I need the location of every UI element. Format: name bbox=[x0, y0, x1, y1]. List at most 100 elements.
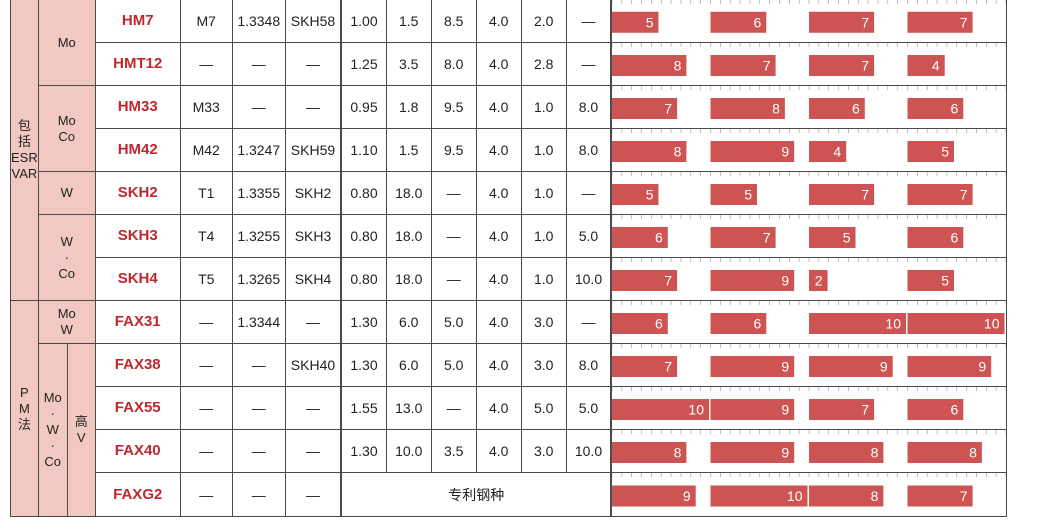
bar-group: 9 10 8 7 bbox=[613, 473, 997, 507]
rating-bar bbox=[710, 227, 776, 248]
group-label-line: Mo bbox=[43, 390, 62, 405]
rating-bar bbox=[809, 270, 828, 291]
rating-bar bbox=[710, 399, 795, 420]
aisi-equivalent: — bbox=[179, 42, 233, 86]
aisi-equivalent: — bbox=[179, 472, 233, 517]
composition-cr: 4.0 bbox=[475, 0, 522, 43]
jis-equivalent: — bbox=[284, 85, 342, 129]
subgroup-mo-co: Mo Co bbox=[37, 85, 96, 172]
group-label-line: P bbox=[20, 384, 29, 400]
rating-bar bbox=[613, 227, 669, 248]
group-melt: 包括 ESR VAR bbox=[10, 0, 39, 301]
group-label-line: · bbox=[64, 249, 69, 265]
rating-value: 6 bbox=[951, 230, 959, 246]
rating-bar bbox=[907, 485, 973, 507]
rating-value: 4 bbox=[932, 58, 940, 74]
rating-bar bbox=[809, 485, 884, 507]
table-row: W SKH2 T1 1.3355 SKH2 0.80 18.0—4.0 1.0—5 5 7 7 bbox=[11, 171, 1007, 215]
rating-bar bbox=[907, 11, 973, 33]
rating-bars: 6 6 10 10 bbox=[610, 300, 1007, 344]
rating-value: 9 bbox=[782, 273, 790, 289]
bar-group: 5 6 7 7 bbox=[613, 0, 997, 33]
bar-group: 7 8 6 6 bbox=[613, 86, 997, 119]
rating-value: 8 bbox=[969, 445, 977, 461]
composition-c: 1.10 bbox=[340, 128, 387, 172]
rating-value: 8 bbox=[772, 101, 780, 117]
group-label: Mo Co bbox=[58, 113, 76, 145]
composition-v: 1.0 bbox=[520, 257, 567, 301]
composition-co: — bbox=[565, 171, 612, 215]
rating-value: 6 bbox=[655, 230, 663, 246]
rating-bar bbox=[907, 227, 964, 248]
grade-name: FAX38 bbox=[94, 343, 181, 387]
jis-equivalent: SKH59 bbox=[284, 128, 342, 172]
rating-value: 7 bbox=[960, 488, 968, 504]
rating-value: 7 bbox=[665, 273, 673, 289]
aisi-equivalent: — bbox=[179, 429, 233, 473]
group-label-line: VAR bbox=[11, 166, 38, 181]
rating-bar bbox=[710, 184, 758, 205]
rating-bar bbox=[809, 227, 856, 248]
composition-c: 0.80 bbox=[340, 214, 387, 258]
group-label-line: W bbox=[60, 322, 73, 337]
composition-co: 8.0 bbox=[565, 128, 612, 172]
composition-mo: 9.5 bbox=[430, 128, 477, 172]
din-equivalent: 1.3344 bbox=[231, 300, 286, 344]
composition-mo: 8.5 bbox=[430, 0, 477, 43]
rating-value: 7 bbox=[960, 187, 968, 203]
aisi-equivalent: — bbox=[179, 386, 233, 430]
group-label-line: W bbox=[46, 422, 59, 437]
table-row: Mo Co HM33 M33— —0.95 1.8 9.5 4.0 1.0 8.0 7 8 6 6 bbox=[11, 85, 1007, 172]
rating-value: 2 bbox=[815, 273, 823, 289]
rating-bar bbox=[710, 270, 795, 291]
rating-bar bbox=[613, 313, 669, 334]
rating-value: 7 bbox=[862, 58, 870, 74]
group-label-line: 包 bbox=[17, 118, 31, 133]
din-equivalent: 1.3255 bbox=[231, 214, 286, 258]
rating-value: 7 bbox=[665, 101, 673, 117]
rating-value: 7 bbox=[960, 14, 968, 30]
aisi-equivalent: — bbox=[179, 300, 233, 344]
rating-bar bbox=[809, 399, 875, 420]
composition-co: 8.0 bbox=[565, 85, 612, 129]
aisi-equivalent: M33 bbox=[179, 85, 233, 129]
composition-cr: 4.0 bbox=[475, 386, 522, 430]
rating-value: 5 bbox=[646, 187, 654, 203]
rating-value: 5 bbox=[646, 14, 654, 30]
rating-value: 7 bbox=[665, 359, 673, 375]
din-equivalent: — bbox=[231, 429, 286, 473]
rating-value: 8 bbox=[674, 144, 682, 160]
rating-bar bbox=[809, 184, 875, 205]
rating-bars: 7 9 9 9 bbox=[610, 343, 1007, 387]
subgroup-mo: Mo bbox=[37, 0, 96, 86]
group-label: 包括 ESR VAR bbox=[11, 118, 38, 182]
rating-bar bbox=[907, 356, 992, 377]
group-label-line: 高 bbox=[74, 414, 88, 429]
rating-value: 4 bbox=[834, 144, 842, 160]
composition-cr: 4.0 bbox=[475, 429, 522, 473]
composition-mo: — bbox=[430, 214, 477, 258]
rating-bar bbox=[613, 184, 659, 205]
din-equivalent: 1.3355 bbox=[231, 171, 286, 215]
composition-w: 13.0 bbox=[385, 386, 432, 430]
rating-bar bbox=[613, 141, 687, 162]
composition-mo: — bbox=[430, 257, 477, 301]
jis-equivalent: — bbox=[284, 472, 342, 517]
rating-bar bbox=[809, 442, 884, 463]
grade-name: SKH2 bbox=[94, 171, 181, 215]
aisi-equivalent: T5 bbox=[179, 257, 233, 301]
aisi-equivalent: M42 bbox=[179, 128, 233, 172]
table-row: P M 法 Mo W FAX31—1.3344—1.30 6.0 5.0 4.0 3.0—6 6 10… bbox=[10, 300, 1007, 517]
rating-value: 5 bbox=[941, 144, 949, 160]
rating-bar bbox=[907, 313, 1005, 334]
rating-value: 6 bbox=[951, 101, 959, 117]
grade-name: HM33 bbox=[94, 85, 181, 129]
table-row: HMT12— — —1.25 3.5 8.0 4.0 2.8—8 7 7 4 bbox=[11, 42, 1007, 86]
table-row: Mo · W · Co 高 V FAX38— — SKH40 1.30 6.0 5.0 4.0 3.0 8.0… bbox=[11, 343, 1007, 517]
table-row: W · Co SKH3 T4 1.3255 SKH3 0.80 18.0—4.0 1.0 5.0 6 7… bbox=[11, 214, 1007, 301]
rating-bar bbox=[809, 11, 875, 33]
rating-value: 10 bbox=[984, 316, 1000, 332]
composition-v: 1.0 bbox=[520, 85, 567, 129]
